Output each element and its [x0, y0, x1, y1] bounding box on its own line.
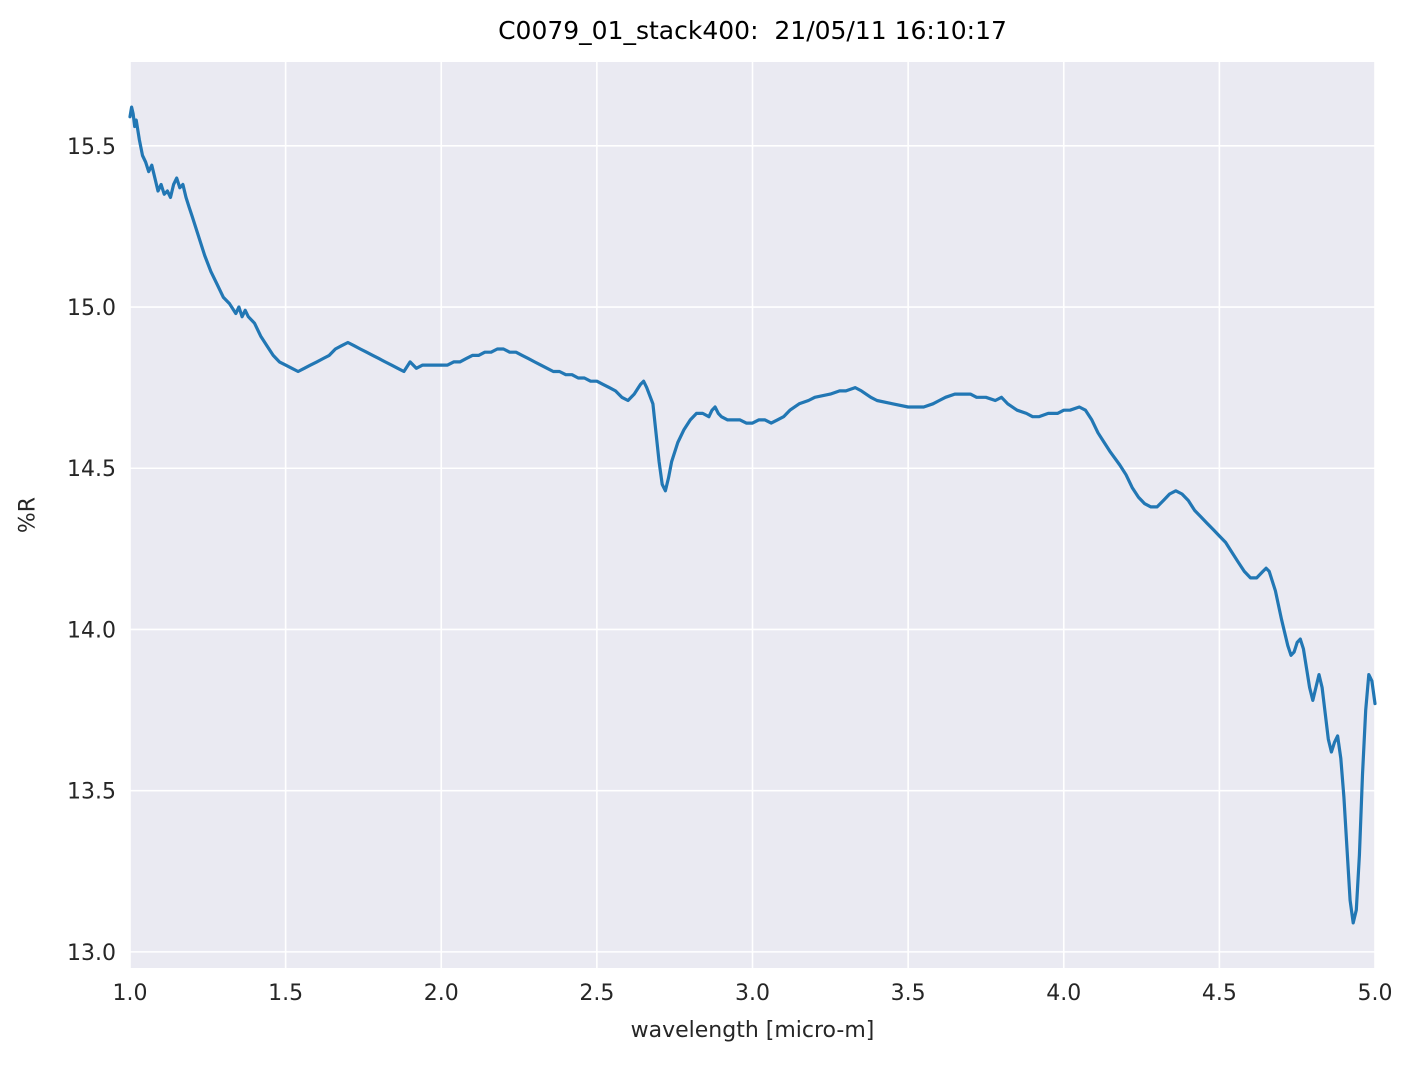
- y-axis-label: %R: [15, 496, 41, 534]
- y-tick-label: 15.5: [67, 135, 116, 160]
- y-tick-label: 15.0: [67, 296, 116, 321]
- y-tick-label: 14.5: [67, 457, 116, 482]
- x-tick-label: 3.5: [891, 981, 926, 1006]
- x-tick-label: 1.0: [113, 981, 148, 1006]
- x-tick-label: 1.5: [268, 981, 303, 1006]
- x-tick-label: 3.0: [735, 981, 770, 1006]
- x-tick-label: 5.0: [1358, 981, 1393, 1006]
- y-tick-label: 13.5: [67, 780, 116, 805]
- x-tick-label: 2.5: [579, 981, 614, 1006]
- x-tick-label: 4.5: [1202, 981, 1237, 1006]
- y-tick-label: 13.0: [67, 941, 116, 966]
- data-line: [128, 105, 1377, 925]
- x-tick-label: 2.0: [424, 981, 459, 1006]
- x-axis-label: wavelength [micro-m]: [630, 1018, 875, 1043]
- x-tick-label: 4.0: [1046, 981, 1081, 1006]
- y-tick-label: 14.0: [67, 618, 116, 643]
- chart-title: C0079_01_stack400: 21/05/11 16:10:17: [498, 16, 1007, 45]
